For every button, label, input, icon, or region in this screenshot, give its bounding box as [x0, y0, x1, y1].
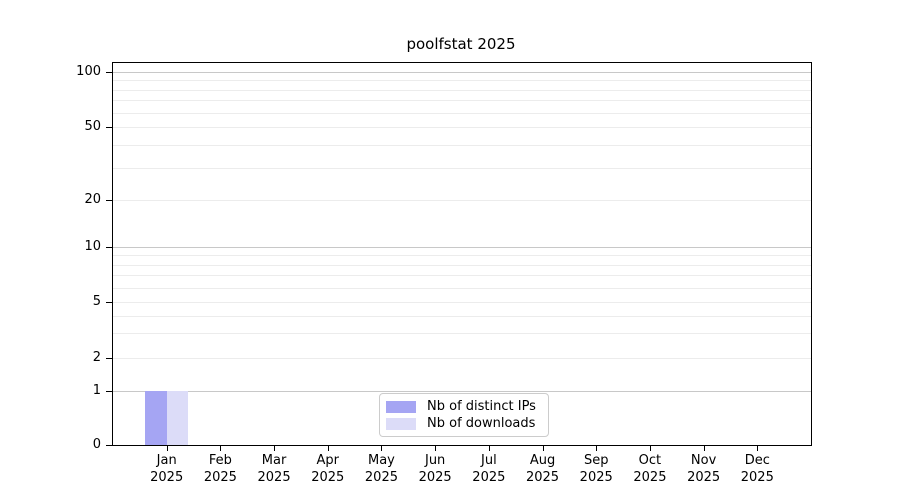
- x-tick-mark: [166, 446, 168, 451]
- legend-row: Nb of downloads: [386, 416, 542, 432]
- x-tick-mark: [327, 446, 329, 451]
- x-tick-label: Oct 2025: [620, 452, 680, 486]
- legend-label: Nb of downloads: [427, 415, 536, 431]
- minor-gridline: [113, 255, 811, 257]
- x-tick-month: Feb: [208, 453, 232, 468]
- y-tick-label: 100: [76, 64, 101, 79]
- x-tick-label: Dec 2025: [727, 452, 787, 486]
- y-tick-mark: [106, 72, 112, 73]
- x-tick-mark: [542, 446, 544, 451]
- x-tick-year: 2025: [311, 470, 345, 485]
- minor-gridline: [113, 287, 811, 289]
- minor-gridline: [113, 264, 811, 266]
- x-tick-label: Jan 2025: [137, 452, 197, 486]
- minor-gridline: [113, 333, 811, 335]
- x-tick-year: 2025: [472, 470, 506, 485]
- x-tick-mark: [703, 446, 705, 451]
- legend: Nb of distinct IPs Nb of downloads: [379, 393, 549, 437]
- minor-gridline: [113, 315, 811, 317]
- x-tick-label: Jul 2025: [459, 452, 519, 486]
- y-tick-label: 2: [92, 350, 101, 365]
- minor-gridline: [113, 144, 811, 146]
- minor-gridline: [113, 200, 811, 201]
- bar-nb-of-distinct-ips: [145, 391, 167, 445]
- x-tick-month: Jan: [156, 453, 177, 468]
- x-tick-mark: [435, 446, 437, 451]
- x-tick-label: Jun 2025: [405, 452, 465, 486]
- x-tick-year: 2025: [150, 470, 184, 485]
- y-tick-label: 20: [84, 192, 101, 207]
- minor-gridline: [113, 358, 811, 359]
- x-tick-label: Mar 2025: [244, 452, 304, 486]
- minor-gridline: [113, 100, 811, 102]
- x-tick-label: Nov 2025: [674, 452, 734, 486]
- x-tick-month: Mar: [261, 453, 287, 468]
- minor-gridline: [113, 167, 811, 169]
- x-tick-mark: [220, 446, 222, 451]
- y-tick-label: 5: [92, 294, 101, 309]
- minor-gridline: [113, 302, 811, 303]
- y-tick-mark: [106, 391, 112, 392]
- y-tick-mark: [106, 127, 112, 128]
- x-tick-year: 2025: [579, 470, 613, 485]
- x-tick-month: Apr: [316, 453, 340, 468]
- x-tick-month: Oct: [638, 453, 662, 468]
- x-tick-mark: [274, 446, 276, 451]
- x-tick-label: Aug 2025: [513, 452, 573, 486]
- chart-title: poolfstat 2025: [406, 35, 516, 53]
- x-tick-year: 2025: [203, 470, 237, 485]
- minor-gridline: [113, 112, 811, 114]
- x-tick-year: 2025: [364, 470, 398, 485]
- x-tick-mark: [649, 446, 651, 451]
- x-tick-year: 2025: [525, 470, 560, 485]
- x-tick-mark: [381, 446, 383, 451]
- x-tick-label: Feb 2025: [190, 452, 250, 486]
- x-tick-month: Aug: [529, 453, 556, 468]
- minor-gridline: [113, 89, 811, 91]
- major-gridline: [113, 72, 811, 73]
- x-tick-label: May 2025: [351, 452, 411, 486]
- legend-row: Nb of distinct IPs: [386, 399, 542, 415]
- x-tick-label: Apr 2025: [298, 452, 358, 486]
- y-tick-label: 0: [92, 437, 101, 452]
- x-tick-label: Sep 2025: [566, 452, 626, 486]
- y-tick-label: 10: [84, 239, 101, 254]
- x-tick-year: 2025: [418, 470, 452, 485]
- minor-gridline: [113, 275, 811, 277]
- y-tick-label: 50: [84, 119, 101, 134]
- major-gridline: [113, 247, 811, 248]
- y-tick-mark: [106, 445, 112, 446]
- x-tick-mark: [596, 446, 598, 451]
- x-tick-month: Nov: [690, 453, 717, 468]
- x-tick-month: May: [368, 453, 395, 468]
- minor-gridline: [113, 127, 811, 128]
- x-tick-month: Sep: [583, 453, 609, 468]
- y-tick-mark: [106, 200, 112, 201]
- plot-area: 0 1 2 5 10 20 50 100 Jan 2025 Feb 2025 Mar 2025 Apr 20…: [76, 62, 812, 485]
- legend-label: Nb of distinct IPs: [427, 398, 536, 414]
- y-tick-label: 1: [92, 383, 101, 398]
- x-tick-mark: [488, 446, 490, 451]
- x-tick-mark: [757, 446, 759, 451]
- minor-gridline: [113, 80, 811, 82]
- legend-swatch: [386, 400, 416, 413]
- y-tick-mark: [106, 302, 112, 303]
- legend-swatch: [386, 417, 416, 430]
- x-tick-year: 2025: [257, 470, 291, 485]
- x-tick-year: 2025: [687, 470, 721, 485]
- x-tick-year: 2025: [633, 470, 667, 485]
- bar-nb-of-downloads: [166, 391, 189, 445]
- x-tick-month: Dec: [744, 453, 770, 468]
- major-gridline: [113, 391, 811, 392]
- x-tick-month: Jun: [424, 453, 446, 468]
- x-tick-year: 2025: [740, 470, 774, 485]
- y-tick-mark: [106, 358, 112, 359]
- y-tick-mark: [106, 247, 112, 248]
- x-tick-month: Jul: [481, 453, 497, 468]
